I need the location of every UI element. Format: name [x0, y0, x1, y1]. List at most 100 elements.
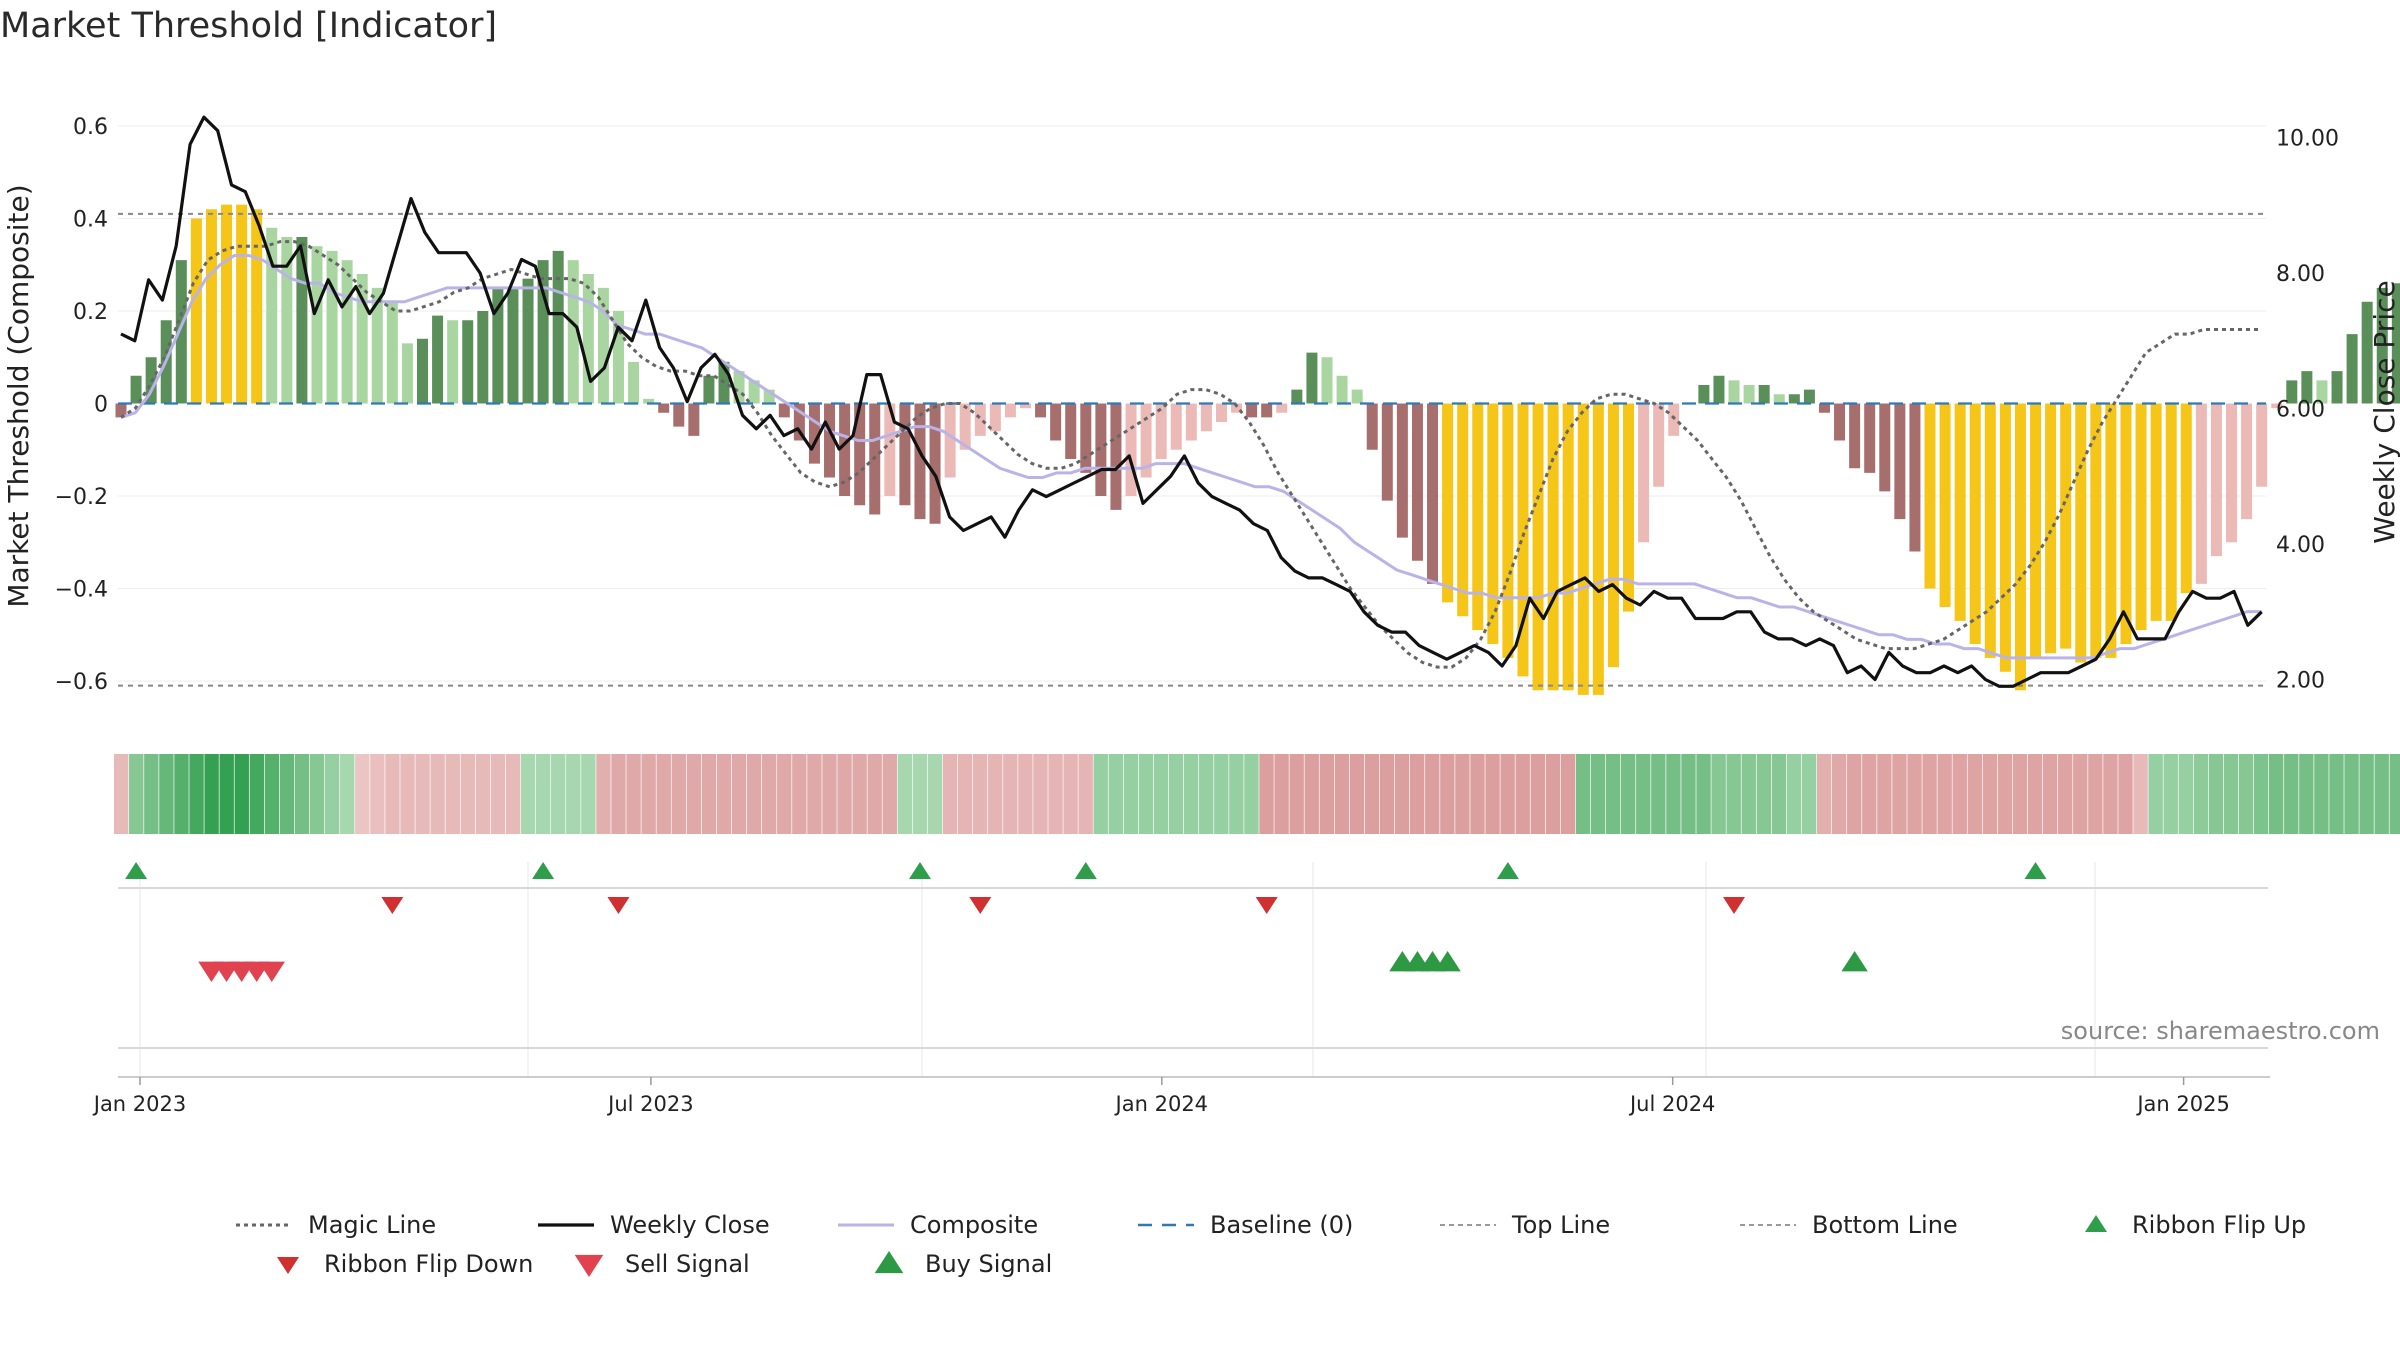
- ribbon-cell: [279, 754, 295, 834]
- ribbon-cell: [114, 754, 129, 834]
- legend-label: Magic Line: [308, 1211, 436, 1239]
- hist-bar: [944, 403, 956, 478]
- hist-bar: [1200, 403, 1212, 432]
- date-tick-label: Jul 2024: [1628, 1092, 1715, 1116]
- hist-bar: [688, 403, 700, 436]
- ribbon-cell: [2238, 754, 2254, 834]
- hist-bar: [733, 371, 745, 404]
- ribbon-cell: [144, 754, 159, 834]
- hist-bar: [1095, 403, 1107, 496]
- hist-bar: [1969, 403, 1981, 644]
- hist-bar: [115, 403, 127, 418]
- left-tick-label: −0.2: [55, 485, 108, 510]
- hist-bar: [778, 403, 790, 418]
- hist-bar: [2271, 403, 2283, 409]
- ribbon-cell: [2208, 754, 2224, 834]
- hist-bar: [2105, 403, 2117, 658]
- ribbon-cell: [2027, 754, 2043, 834]
- hist-bar: [2301, 371, 2313, 404]
- ribbon-cell: [1033, 754, 1048, 834]
- hist-bar: [2135, 403, 2147, 631]
- ribbon-cell: [324, 754, 340, 834]
- ribbon-cell: [535, 754, 551, 834]
- buy-signal-marker: [1841, 951, 1868, 972]
- ribbon-cell: [1741, 754, 1756, 834]
- ribbon-cell: [1621, 754, 1636, 834]
- right-axis-title: Weekly Close Price: [2368, 280, 2400, 543]
- date-axis: Jan 2023 Jul 2023 Jan 2024 Jul 2024 Jan 2025…: [92, 1076, 2270, 1116]
- ribbon-flip-up-marker: [1496, 862, 1519, 879]
- hist-bar: [1035, 403, 1047, 418]
- left-tick-label: 0.2: [73, 300, 108, 325]
- ribbon-cell: [460, 754, 476, 834]
- hist-bar: [1366, 403, 1378, 450]
- legend-swatch: [277, 1257, 299, 1274]
- right-tick-label: 10.00: [2276, 127, 2339, 152]
- date-tick-label: Jul 2023: [606, 1092, 693, 1116]
- ribbon-cell: [129, 754, 144, 834]
- hist-bar: [1472, 403, 1484, 631]
- hist-bar: [1381, 403, 1393, 501]
- ribbon-cell: [1003, 754, 1018, 834]
- hist-bar: [2180, 403, 2192, 594]
- ribbon-cell: [2223, 754, 2239, 834]
- ribbon-cell: [716, 754, 732, 834]
- hist-bar: [1110, 403, 1122, 510]
- ribbon-cell: [1681, 754, 1696, 834]
- hist-bar: [190, 218, 202, 404]
- hist-bar: [1577, 403, 1589, 695]
- legend-label: Ribbon Flip Up: [2132, 1211, 2306, 1239]
- ribbon-cell: [686, 754, 702, 834]
- hist-bar: [1758, 385, 1770, 404]
- hist-bar: [2361, 301, 2373, 404]
- ribbon-cell: [1440, 754, 1455, 834]
- weekly-close-line: [120, 115, 2263, 688]
- ribbon-cell: [2329, 754, 2344, 834]
- ribbon-cell: [2314, 754, 2329, 834]
- ribbon-cell: [1123, 754, 1139, 834]
- hist-bar: [1638, 403, 1650, 543]
- ribbon-cell: [852, 754, 867, 834]
- legend-swatch: [874, 1251, 904, 1274]
- hist-bar: [477, 311, 489, 404]
- hist-bar: [2090, 403, 2102, 658]
- ribbon-flip-down-marker: [607, 897, 630, 914]
- hist-bar: [929, 403, 941, 524]
- hist-bar: [2014, 403, 2026, 691]
- ribbon-cell: [972, 754, 988, 834]
- ribbon-strip: [114, 754, 2400, 834]
- ribbon-cell: [611, 754, 626, 834]
- ribbon-cell: [2284, 754, 2299, 834]
- ribbon-cell: [159, 754, 174, 834]
- hist-bar: [266, 227, 278, 404]
- hist-bar: [1879, 403, 1891, 492]
- ribbon-cell: [2389, 754, 2400, 834]
- hist-bar: [1080, 403, 1092, 473]
- ribbon-cell: [2344, 754, 2359, 834]
- hist-bar: [1125, 403, 1137, 496]
- hist-bar: [1004, 403, 1016, 418]
- hist-bar: [311, 246, 323, 404]
- ribbon-cell: [1515, 754, 1530, 834]
- ribbon-cell: [1801, 754, 1817, 834]
- ribbon-cell: [1379, 754, 1395, 834]
- legend-label: Sell Signal: [625, 1250, 750, 1278]
- hist-bar: [432, 315, 444, 404]
- hist-bar: [1502, 403, 1514, 658]
- ribbon-cell: [1816, 754, 1832, 834]
- hist-bar: [386, 301, 398, 404]
- legend-label: Top Line: [1511, 1211, 1610, 1239]
- hist-bar: [884, 403, 896, 496]
- ribbon-cell: [1063, 754, 1078, 834]
- ribbon-cell: [671, 754, 686, 834]
- hist-bar: [1818, 403, 1830, 413]
- hist-bar: [658, 403, 670, 413]
- hist-bar: [1909, 403, 1921, 552]
- hist-bar: [1713, 375, 1725, 404]
- hist-bar: [959, 403, 971, 450]
- ribbon-cell: [249, 754, 265, 834]
- histogram-bars: [115, 204, 2400, 695]
- ribbon-cell: [2178, 754, 2193, 834]
- ribbon-cell: [1108, 754, 1124, 834]
